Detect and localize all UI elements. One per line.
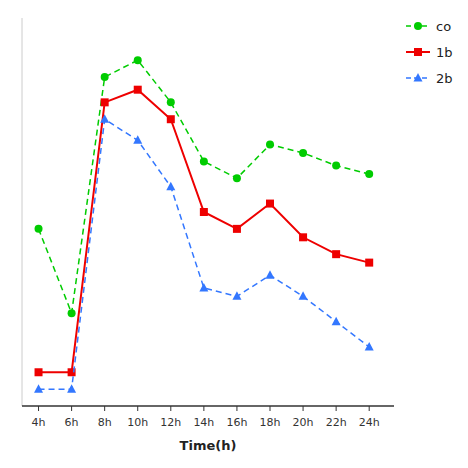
data-point bbox=[266, 200, 274, 208]
data-point bbox=[68, 309, 76, 317]
x-tick-label: 16h bbox=[226, 416, 247, 429]
x-tick-label: 18h bbox=[260, 416, 281, 429]
data-point bbox=[134, 86, 142, 94]
x-tick bbox=[203, 406, 204, 411]
x-tick-label: 20h bbox=[293, 416, 314, 429]
legend: co 1b 2b bbox=[406, 19, 453, 86]
series-line bbox=[39, 119, 370, 389]
x-axis-line bbox=[22, 405, 394, 407]
chart: 4h 6h 8h 10h 12h 14h 16h 18h 20h 22h 24h Time(h) co 1… bbox=[0, 0, 468, 468]
data-point bbox=[166, 182, 175, 191]
data-point bbox=[34, 384, 43, 393]
y-axis-line bbox=[22, 18, 23, 406]
x-axis-label: Time(h) bbox=[180, 438, 237, 453]
x-tick-label: 22h bbox=[326, 416, 347, 429]
x-tick bbox=[336, 406, 337, 411]
data-point bbox=[232, 291, 241, 300]
x-tick-label: 10h bbox=[127, 416, 148, 429]
plot-area bbox=[34, 56, 374, 392]
data-point bbox=[332, 250, 340, 258]
data-point bbox=[332, 317, 341, 326]
data-point bbox=[299, 233, 307, 241]
x-tick-label: 12h bbox=[160, 416, 181, 429]
data-point bbox=[299, 291, 308, 300]
x-tick bbox=[170, 406, 171, 411]
legend-label: 1b bbox=[436, 45, 453, 60]
data-point bbox=[266, 270, 275, 279]
x-tick bbox=[104, 406, 105, 411]
chart-container: 4h 6h 8h 10h 12h 14h 16h 18h 20h 22h 24h Time(h) co 1… bbox=[0, 0, 468, 468]
x-tick-label: 14h bbox=[193, 416, 214, 429]
data-point bbox=[233, 174, 241, 182]
x-tick-label: 8h bbox=[98, 416, 112, 429]
data-point bbox=[167, 115, 175, 123]
data-point bbox=[299, 149, 307, 157]
legend-label: co bbox=[436, 19, 451, 34]
legend-marker bbox=[414, 22, 422, 30]
x-tick bbox=[369, 406, 370, 411]
data-point bbox=[134, 56, 142, 64]
x-tick-label: 4h bbox=[32, 416, 46, 429]
legend-label: 2b bbox=[436, 71, 453, 86]
x-tick bbox=[303, 406, 304, 411]
data-point bbox=[101, 98, 109, 106]
series-line bbox=[39, 90, 370, 373]
data-point bbox=[133, 135, 142, 144]
x-ticks: 4h 6h 8h 10h 12h 14h 16h 18h 20h 22h 24h bbox=[32, 406, 380, 429]
data-point bbox=[67, 384, 76, 393]
legend-marker bbox=[414, 73, 423, 82]
data-point bbox=[35, 368, 43, 376]
data-point bbox=[200, 157, 208, 165]
x-tick bbox=[137, 406, 138, 411]
x-tick bbox=[270, 406, 271, 411]
data-point bbox=[199, 283, 208, 292]
data-point bbox=[332, 162, 340, 170]
series-line bbox=[39, 60, 370, 313]
x-tick bbox=[71, 406, 72, 411]
x-tick-label: 6h bbox=[65, 416, 79, 429]
data-point bbox=[365, 342, 374, 351]
data-point bbox=[365, 259, 373, 267]
data-point bbox=[233, 225, 241, 233]
data-point bbox=[365, 170, 373, 178]
data-point bbox=[100, 114, 109, 123]
x-tick bbox=[38, 406, 39, 411]
data-point bbox=[200, 208, 208, 216]
legend-marker bbox=[414, 48, 422, 56]
x-tick-label: 24h bbox=[359, 416, 380, 429]
data-point bbox=[101, 73, 109, 81]
data-point bbox=[266, 141, 274, 149]
x-tick bbox=[236, 406, 237, 411]
data-point bbox=[35, 225, 43, 233]
data-point bbox=[167, 98, 175, 106]
